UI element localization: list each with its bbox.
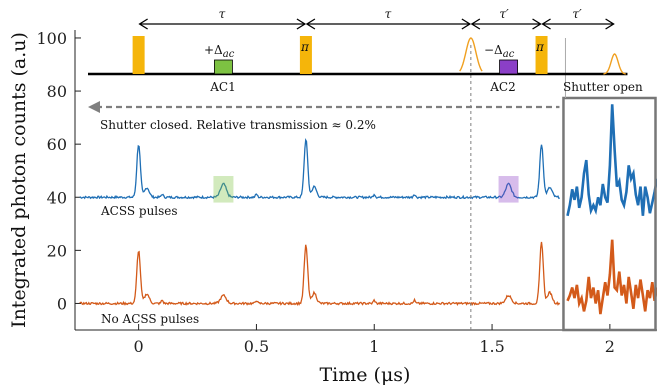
annotation-layer xyxy=(88,18,657,332)
shutter-open-label: Shutter open xyxy=(563,80,643,94)
pi-pulse xyxy=(299,36,312,74)
y-tick-label: 0 xyxy=(57,294,67,313)
ac2-highlight-box xyxy=(498,176,519,203)
ac-pulse-ac1 xyxy=(214,59,233,75)
tau-arrowhead-right xyxy=(461,18,472,30)
x-tick-label: 2 xyxy=(605,337,615,356)
shutter-closed-label: Shutter closed. Relative transmission ≈ … xyxy=(100,118,376,132)
x-tick-label: 0.5 xyxy=(244,337,269,356)
shutter-open-box xyxy=(562,96,657,332)
pi-label-2: π xyxy=(535,40,545,54)
tau-prime-label-2: τ′ xyxy=(572,7,582,21)
tau-arrowhead-right xyxy=(296,18,307,30)
y-tick-label: 60 xyxy=(47,135,67,154)
readout-gaussian-pulse xyxy=(459,37,483,72)
ac1-label: AC1 xyxy=(209,80,235,94)
pi-label-1: π xyxy=(300,40,310,54)
plus-delta-ac-label: +Δac xyxy=(204,43,235,60)
y-tick-label: 100 xyxy=(36,29,67,48)
tau-label-1: τ xyxy=(219,7,226,21)
y-axis-label: Integrated photon counts (a.u) xyxy=(8,32,30,328)
no-acss-pulses-label: No ACSS pulses xyxy=(101,312,199,326)
series-line-open xyxy=(566,104,657,217)
ac-pulse-ac2 xyxy=(499,59,518,75)
x-tick-label: 0 xyxy=(134,337,144,356)
x-axis-label: Time (μs) xyxy=(320,364,411,386)
y-tick-label: 40 xyxy=(47,188,67,207)
series-line-closed xyxy=(79,138,560,200)
tau-arrowhead-right xyxy=(532,18,542,30)
tau-prime-label-1: τ′ xyxy=(499,7,509,21)
series-line-open xyxy=(566,239,657,315)
pi-pulse xyxy=(132,36,145,74)
tau-arrowhead-left xyxy=(305,18,316,30)
acss-pulses-label: ACSS pulses xyxy=(100,204,178,218)
pi-pulse xyxy=(535,36,548,74)
tau-arrowhead-right xyxy=(605,18,615,30)
tau-arrowhead-left xyxy=(138,18,148,30)
x-tick-label: 1 xyxy=(369,337,379,356)
tau-arrowhead-left xyxy=(470,18,481,30)
delta-subscript: ac xyxy=(503,49,515,60)
minus-delta-ac-label: −Δac xyxy=(484,43,515,60)
series-line-closed xyxy=(79,241,561,306)
readout-gaussian-pulse xyxy=(603,53,626,75)
delta-subscript: ac xyxy=(223,49,235,60)
ac2-label: AC2 xyxy=(489,80,515,94)
y-tick-label: 80 xyxy=(47,82,67,101)
minus-delta-symbol: −Δ xyxy=(484,43,503,57)
plus-delta-symbol: +Δ xyxy=(204,43,223,57)
tau-arrowhead-left xyxy=(541,18,551,30)
tau-label-2: τ xyxy=(385,7,392,21)
ac1-highlight-box xyxy=(213,176,234,203)
x-tick-label: 1.5 xyxy=(479,337,504,356)
y-tick-label: 20 xyxy=(47,241,67,260)
shutter-closed-arrowhead xyxy=(88,101,100,113)
